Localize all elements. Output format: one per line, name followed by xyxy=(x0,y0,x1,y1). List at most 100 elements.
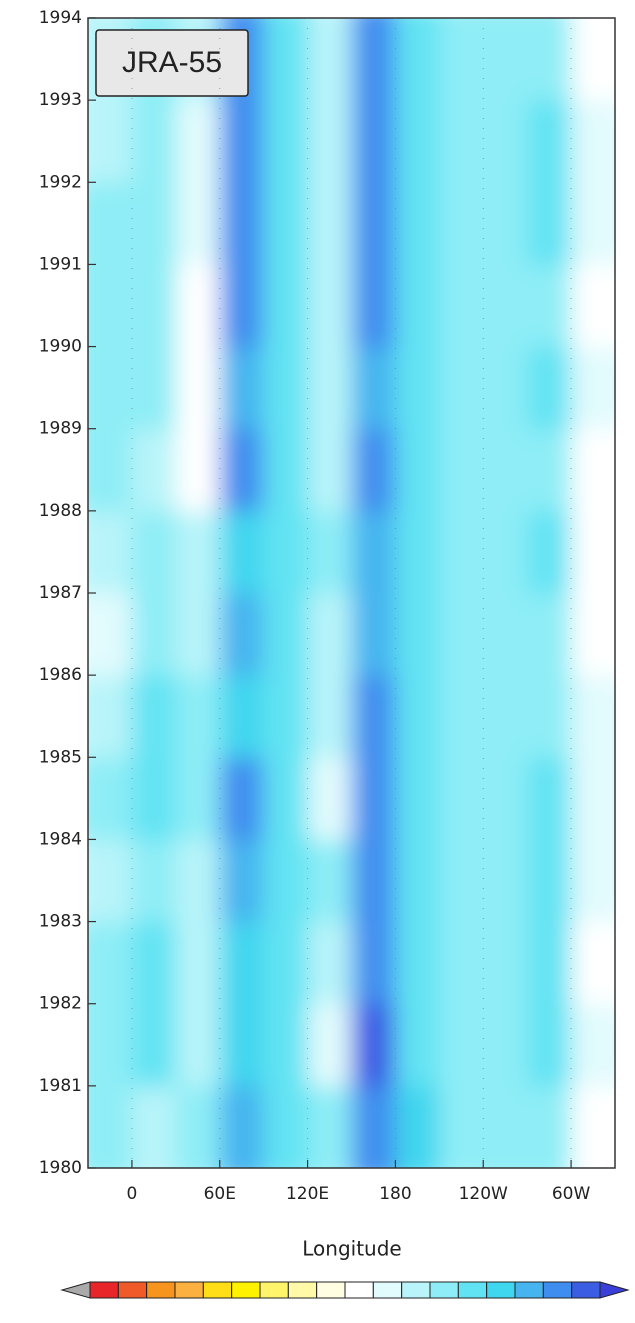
y-tick-label: 1984 xyxy=(39,829,82,849)
heat-cell xyxy=(263,757,309,841)
heat-cell xyxy=(88,675,133,758)
heat-cell xyxy=(307,1003,353,1087)
heat-cell xyxy=(395,428,440,512)
heat-cell xyxy=(439,757,484,841)
colorbar-box xyxy=(287,1281,318,1299)
colorbar-box xyxy=(514,1281,544,1299)
heat-cell xyxy=(395,757,440,841)
heat-cell xyxy=(131,1003,177,1087)
colorbar-box xyxy=(202,1281,233,1299)
heat-cell xyxy=(131,182,177,266)
heat-cell xyxy=(351,510,397,594)
heat-cell xyxy=(131,510,177,594)
colorbar xyxy=(60,1281,630,1299)
colorbar-box xyxy=(344,1281,374,1299)
heat-cell xyxy=(175,593,221,676)
heat-cell xyxy=(527,839,572,923)
heat-cell xyxy=(351,593,397,676)
heat-cell xyxy=(351,1003,397,1087)
heat-cell xyxy=(88,346,133,430)
heat-cell xyxy=(175,182,221,266)
colorbar-box xyxy=(542,1281,573,1299)
heat-cell xyxy=(395,1003,440,1087)
heat-cell xyxy=(219,510,265,594)
heat-cell xyxy=(351,346,397,430)
heat-cell xyxy=(527,675,572,758)
heat-cell xyxy=(351,921,397,1005)
heat-cell xyxy=(527,264,572,348)
x-tick-label: 60E xyxy=(204,1184,236,1204)
colorbar-box xyxy=(486,1281,516,1299)
heat-cell xyxy=(351,757,397,841)
y-tick-label: 1990 xyxy=(39,337,82,357)
colorbar-box xyxy=(429,1281,459,1299)
heat-cell xyxy=(439,346,484,430)
y-tick-label: 1982 xyxy=(39,994,82,1014)
heat-cell xyxy=(439,593,484,676)
colorbar-arrow-high xyxy=(599,1281,630,1299)
colorbar-box xyxy=(372,1281,403,1299)
heat-cell xyxy=(395,1085,440,1168)
heat-cell xyxy=(307,18,353,101)
heat-cell xyxy=(88,510,133,594)
y-tick-label: 1988 xyxy=(39,501,82,521)
colorbar-box xyxy=(231,1281,261,1299)
heat-cell xyxy=(88,757,133,841)
heat-cell xyxy=(263,1085,309,1168)
heat-cell xyxy=(131,1085,177,1168)
heat-cell xyxy=(483,264,528,348)
y-tick-label: 1981 xyxy=(39,1076,82,1096)
heat-cell xyxy=(439,1003,484,1087)
heat-cell xyxy=(175,346,221,430)
heat-cell xyxy=(571,182,615,266)
heat-cell xyxy=(527,428,572,512)
y-tick-label: 1992 xyxy=(39,172,82,192)
heat-cell xyxy=(263,182,309,266)
heat-cell xyxy=(571,100,615,183)
x-axis-label: Longitude xyxy=(302,1237,401,1261)
heat-cell xyxy=(351,18,397,101)
x-tick-label: 120E xyxy=(286,1184,329,1204)
heat-cell xyxy=(219,428,265,512)
heat-cell xyxy=(131,593,177,676)
heat-cell xyxy=(571,839,615,923)
heat-cell xyxy=(439,839,484,923)
heat-cell xyxy=(175,839,221,923)
heat-cell xyxy=(175,921,221,1005)
heat-cell xyxy=(351,182,397,266)
heat-cell xyxy=(219,593,265,676)
annotation: JRA-55 xyxy=(122,46,222,79)
heat-cell xyxy=(307,757,353,841)
y-tick-label: 1993 xyxy=(39,90,82,110)
heat-cell xyxy=(439,1085,484,1168)
heat-cell xyxy=(571,1003,615,1087)
heat-cell xyxy=(88,593,133,676)
heat-cell xyxy=(175,675,221,758)
colorbar-box xyxy=(457,1281,488,1299)
heat-cell xyxy=(351,100,397,183)
heat-cell xyxy=(175,1085,221,1168)
heat-cell xyxy=(307,839,353,923)
heat-cell xyxy=(483,1003,528,1087)
annotation-frame xyxy=(95,29,249,97)
heat-cell xyxy=(219,757,265,841)
x-tick-label: 120W xyxy=(459,1184,508,1204)
heat-cell xyxy=(263,1003,309,1087)
heat-cell xyxy=(395,593,440,676)
heat-cell xyxy=(351,1085,397,1168)
heat-cell xyxy=(571,510,615,594)
heat-cell xyxy=(527,346,572,430)
heat-cell xyxy=(175,428,221,512)
heat-cell xyxy=(483,100,528,183)
heat-cell xyxy=(263,593,309,676)
y-tick-label: 1986 xyxy=(39,665,82,685)
heat-cell xyxy=(263,510,309,594)
heat-cell xyxy=(131,346,177,430)
heat-cell xyxy=(571,18,615,101)
heat-cell xyxy=(571,1085,615,1168)
heat-cell xyxy=(527,921,572,1005)
heat-cell xyxy=(483,18,528,101)
x-tick-label: 0 xyxy=(127,1184,138,1204)
heat-cell xyxy=(307,510,353,594)
